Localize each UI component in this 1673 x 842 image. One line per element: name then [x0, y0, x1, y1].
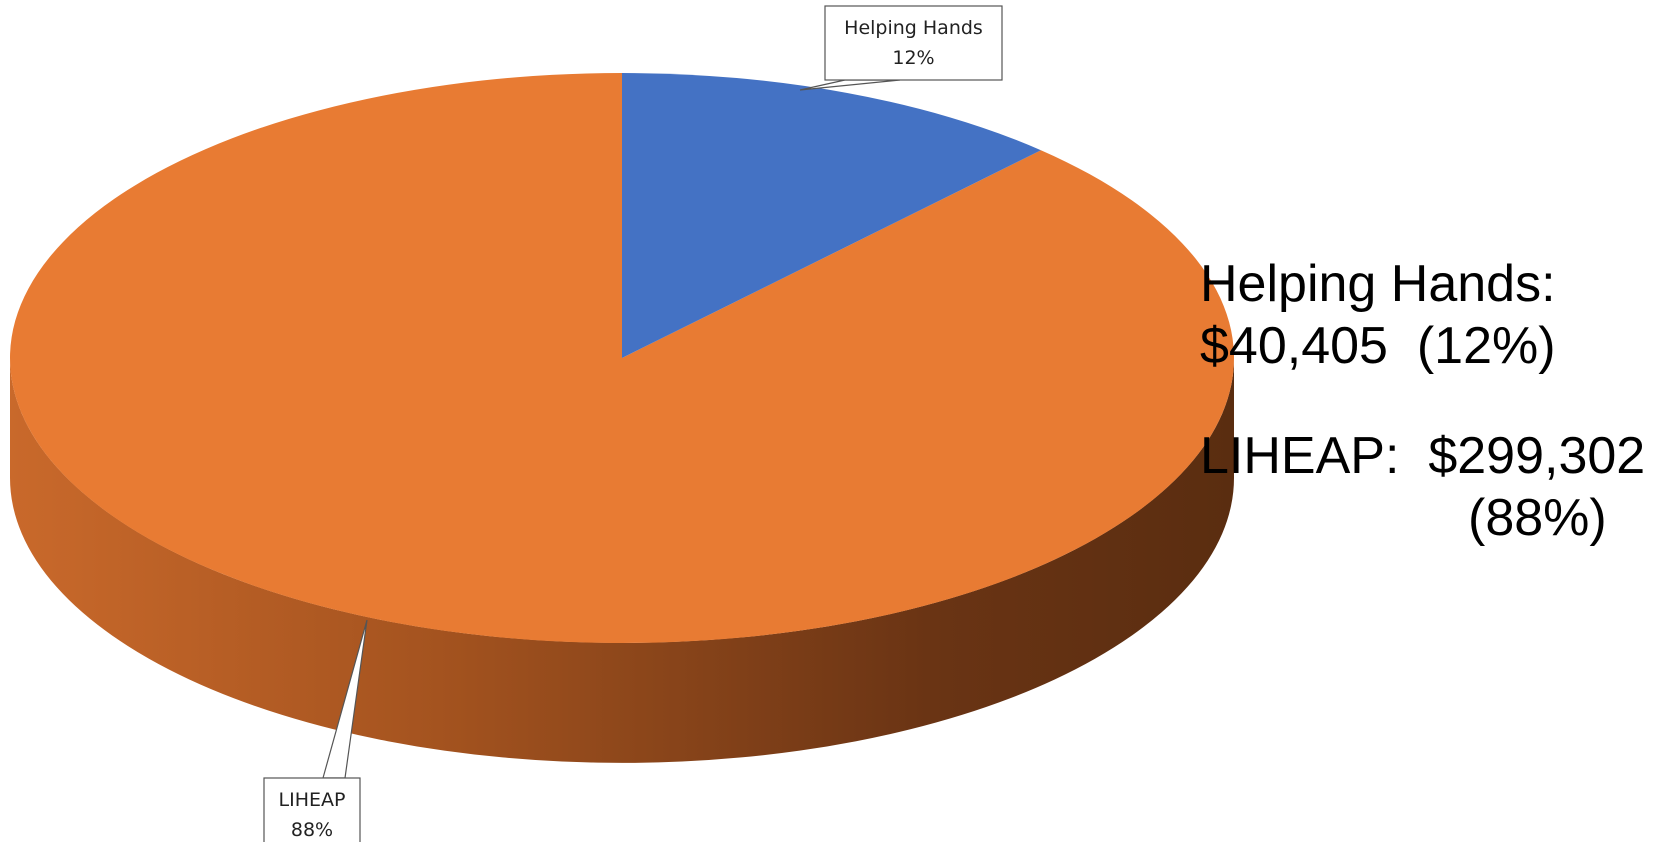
callout-label: Helping Hands: [844, 17, 983, 39]
callout-percent: 88%: [291, 819, 333, 841]
callout-box: [263, 777, 361, 842]
pie-side-wall: [10, 358, 1234, 763]
slice-helping-hands: [622, 73, 1041, 358]
callout-label: LIHEAP: [279, 789, 346, 811]
slice-liheap: [10, 73, 1235, 643]
liheap-amount-heading: LIHEAP: $299,302: [1200, 427, 1646, 485]
helping-hands-amount-value: $40,405 (12%): [1200, 317, 1556, 375]
callout-pointer: [799, 79, 901, 91]
liheap-amount-percent: (88%): [1468, 489, 1607, 547]
callout-percent: 12%: [892, 47, 934, 69]
helping-hands-amount-heading: Helping Hands:: [1200, 255, 1556, 313]
callout-helping-hands: Helping Hands 12%: [799, 5, 1003, 91]
callout-liheap: LIHEAP 88%: [263, 619, 368, 842]
callout-box: [824, 5, 1003, 81]
